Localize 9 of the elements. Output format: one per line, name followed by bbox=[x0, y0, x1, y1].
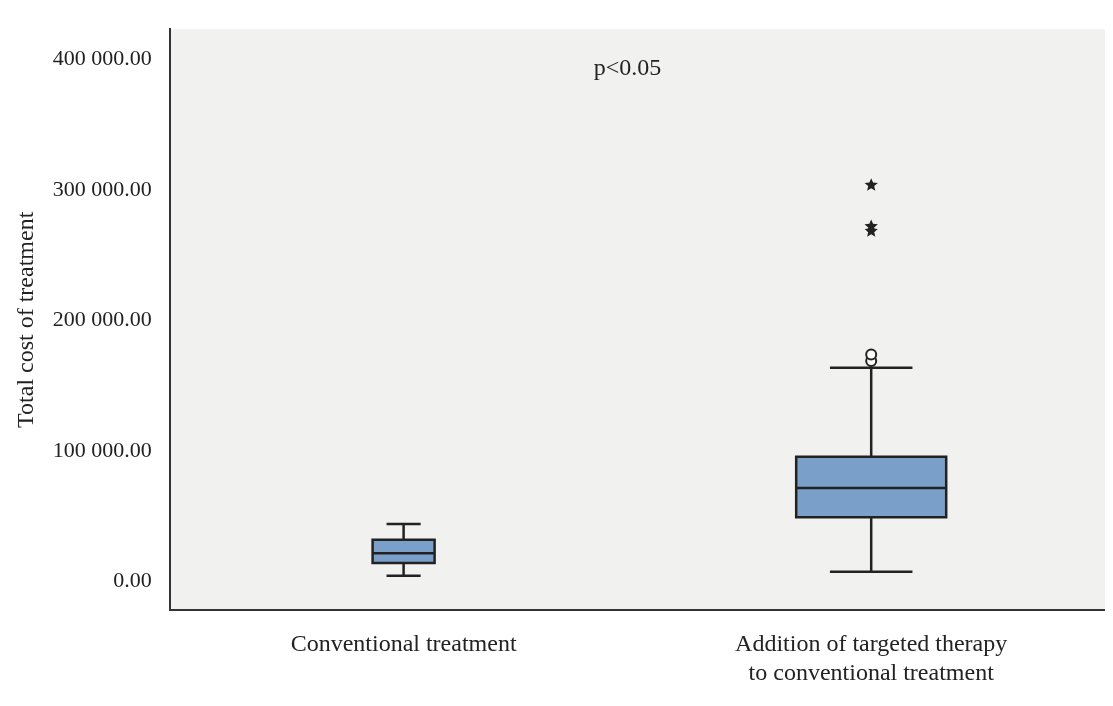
y-tick-label: 200 000.00 bbox=[52, 306, 152, 332]
y-tick-label: 400 000.00 bbox=[52, 45, 152, 71]
x-tick-label: Conventional treatment bbox=[290, 630, 517, 657]
y-tick-label: 0.00 bbox=[113, 567, 152, 593]
y-axis-title: Total cost of treatment bbox=[11, 211, 38, 428]
y-tick-label: 300 000.00 bbox=[52, 175, 152, 201]
y-tick-label: 100 000.00 bbox=[52, 436, 152, 462]
x-tick-label: Addition of targeted therapy to conventional treatment bbox=[735, 630, 1008, 685]
annotation: p<0.05 bbox=[593, 54, 662, 81]
